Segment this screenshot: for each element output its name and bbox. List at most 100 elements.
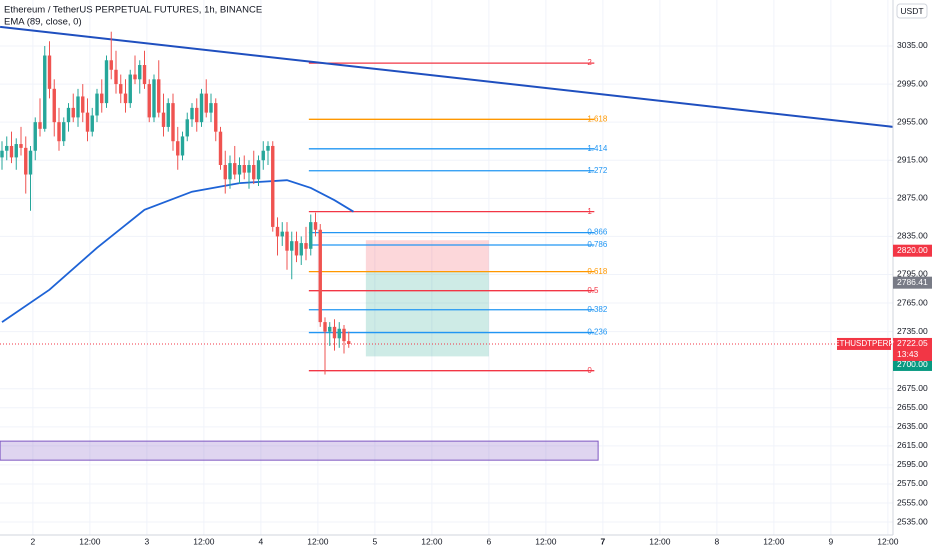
- target-zone: [365, 271, 489, 357]
- x-tick-label: 7: [601, 536, 606, 546]
- candle-body: [109, 60, 113, 70]
- candle-body: [128, 74, 132, 104]
- price-tag: [893, 358, 932, 371]
- candle-body: [280, 231, 284, 237]
- y-tick-label: 2795.00: [897, 269, 928, 279]
- price-tag-label: 2820.00: [897, 245, 928, 255]
- fib-label: 1.272: [587, 166, 608, 175]
- x-tick-label: 12:00: [535, 536, 557, 546]
- candle-body: [138, 65, 142, 80]
- candle-body: [228, 163, 232, 180]
- x-tick-label: 9: [829, 536, 834, 546]
- y-tick-label: 2765.00: [897, 297, 928, 307]
- candle-body: [123, 93, 128, 104]
- candle-body: [71, 107, 75, 118]
- candle-body: [66, 107, 71, 123]
- candle-body: [318, 229, 322, 323]
- candle-body: [323, 322, 327, 332]
- fib-label: 0.618: [587, 267, 608, 276]
- symbol-tag: [837, 337, 891, 350]
- candle-body: [43, 55, 47, 129]
- fib-label: 0.236: [587, 328, 608, 337]
- candle-body: [256, 160, 261, 180]
- candle-body: [95, 93, 99, 116]
- y-tick-label: 2575.00: [897, 478, 928, 488]
- candle-body: [152, 79, 156, 118]
- candle-body: [347, 341, 351, 345]
- currency[interactable]: USDT: [900, 6, 923, 16]
- x-tick-label: 5: [373, 536, 378, 546]
- candle-body: [133, 74, 137, 80]
- chart-title: Ethereum / TetherUS PERPETUAL FUTURES, 1…: [4, 5, 262, 16]
- candle-body: [147, 84, 151, 118]
- fib-label: 0.866: [587, 228, 608, 237]
- fib-label: 0.382: [587, 305, 608, 314]
- fib-label: 1: [587, 207, 592, 216]
- countdown: 13:43: [897, 349, 919, 359]
- x-tick-label: 12:00: [649, 536, 671, 546]
- price-tag-label: 2786.41: [897, 277, 928, 287]
- candle-body: [218, 131, 223, 166]
- x-tick-label: 12:00: [307, 536, 329, 546]
- candle-body: [62, 122, 66, 142]
- candle-body: [285, 231, 289, 251]
- x-tick-label: 4: [259, 536, 264, 546]
- candle-body: [28, 150, 33, 175]
- price-tags: 2820.00 2786.41 2700.00 2722.0513:43ETHUSDT…: [834, 244, 932, 371]
- axes: 3035.00 2995.00 2955.00 2915.00 2875.00 2835.…: [31, 40, 928, 546]
- candle-body: [275, 226, 280, 237]
- price-tag: [893, 244, 932, 257]
- y-tick-label: 2995.00: [897, 78, 928, 88]
- candle-body: [85, 112, 90, 132]
- candle-body: [33, 122, 37, 151]
- candle-body: [176, 141, 180, 156]
- x-tick-label: 12:00: [421, 536, 443, 546]
- candle-body: [81, 96, 85, 113]
- candle-body: [294, 241, 299, 256]
- y-tick-label: 2955.00: [897, 116, 928, 126]
- candle-body: [261, 150, 265, 161]
- symbol-label: ETHUSDTPERP: [834, 339, 894, 348]
- y-tick-label: 2875.00: [897, 193, 928, 203]
- y-tick-label: 2655.00: [897, 402, 928, 412]
- candle-body: [271, 145, 275, 227]
- candle-body: [185, 119, 189, 137]
- candle-body: [252, 165, 256, 180]
- candle-body: [171, 103, 175, 142]
- candle-body: [100, 93, 104, 104]
- y-tick-label: 2835.00: [897, 231, 928, 241]
- trend-line: [0, 25, 894, 128]
- candle-body: [195, 107, 199, 123]
- candle-body: [57, 122, 61, 142]
- candle-body: [290, 241, 294, 251]
- candle-body: [304, 243, 308, 249]
- zone: [0, 440, 599, 461]
- y-tick-label: 2595.00: [897, 459, 928, 469]
- candle-body: [157, 79, 161, 113]
- candle-body: [47, 55, 52, 89]
- y-tick-label: 2675.00: [897, 383, 928, 393]
- candle-body: [342, 328, 346, 342]
- candle-body: [142, 65, 147, 85]
- candle-body: [242, 165, 246, 173]
- candle-body: [299, 243, 303, 256]
- y-tick-label: 2735.00: [897, 326, 928, 336]
- x-tick-label: 12:00: [79, 536, 101, 546]
- price-tag-label: 2722.05: [897, 338, 928, 348]
- candle-body: [104, 60, 109, 104]
- candle-body: [9, 145, 14, 158]
- candle-body: [328, 326, 332, 332]
- fib-label: 0: [587, 366, 592, 375]
- candle-body: [266, 145, 270, 151]
- candle-body: [309, 222, 313, 249]
- y-tick-label: 2915.00: [897, 154, 928, 164]
- fib-label: 0.786: [587, 240, 608, 249]
- candle-body: [214, 103, 218, 132]
- candle-body: [5, 145, 9, 151]
- currency-button[interactable]: [896, 3, 928, 19]
- candle-body: [166, 103, 170, 127]
- fib-label: 1.618: [587, 114, 608, 123]
- candle-body: [237, 165, 242, 175]
